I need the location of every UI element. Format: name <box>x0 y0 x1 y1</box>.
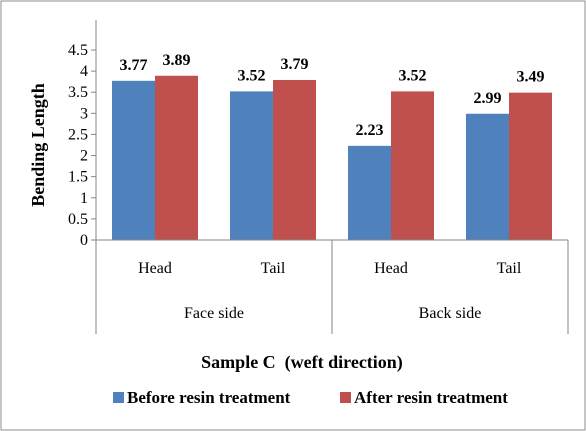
data-label: 3.89 <box>163 52 191 69</box>
data-label: 2.23 <box>356 122 384 139</box>
y-tick-label: 1 <box>80 190 88 207</box>
legend-swatch <box>340 392 351 403</box>
axes <box>95 20 569 334</box>
x-axis-categories: Head Tail Head Tail Face side Back side <box>138 260 522 322</box>
y-tick-label: 1.5 <box>68 169 88 186</box>
legend-label: Before resin treatment <box>127 388 291 407</box>
legend-label: After resin treatment <box>354 388 508 407</box>
bar <box>155 75 198 240</box>
data-labels: 3.77 3.52 2.23 2.99 3.89 3.79 3.52 3.49 <box>120 52 545 139</box>
bar <box>466 113 509 240</box>
legend: Before resin treatment After resin treatm… <box>113 388 508 407</box>
y-tick-label: 2 <box>80 148 88 165</box>
y-tick-label: 0 <box>80 232 88 249</box>
data-label: 2.99 <box>474 90 502 107</box>
legend-swatch <box>113 392 124 403</box>
x-category-label: Head <box>138 260 172 277</box>
bar <box>391 91 434 240</box>
y-axis-title: Bending Length <box>28 83 48 207</box>
data-label: 3.52 <box>238 67 266 84</box>
bar <box>348 145 391 240</box>
y-tick-label: 4.5 <box>68 42 88 59</box>
y-tick-label: 0.5 <box>68 211 88 228</box>
x-category-label: Tail <box>261 260 286 277</box>
data-label: 3.79 <box>281 56 309 73</box>
y-tick-label: 4 <box>80 63 88 80</box>
y-tick-label: 3 <box>80 105 88 122</box>
bar <box>112 80 155 240</box>
y-tick-label: 2.5 <box>68 126 88 143</box>
bar <box>509 92 552 241</box>
y-tick-label: 3.5 <box>68 84 88 101</box>
bar <box>230 91 273 240</box>
x-axis-title: Sample C (weft direction) <box>201 352 403 373</box>
data-label: 3.49 <box>517 69 545 86</box>
bars <box>112 75 552 241</box>
x-category-label: Head <box>374 260 408 277</box>
data-label: 3.77 <box>120 57 148 74</box>
bar <box>273 79 316 240</box>
x-category-label: Tail <box>497 260 522 277</box>
data-label: 3.52 <box>399 67 427 84</box>
x-group-label: Back side <box>419 305 482 322</box>
x-group-label: Face side <box>184 305 244 322</box>
y-axis-ticks: 0 0.5 1 1.5 2 2.5 3 3.5 4 4.5 <box>68 42 96 249</box>
